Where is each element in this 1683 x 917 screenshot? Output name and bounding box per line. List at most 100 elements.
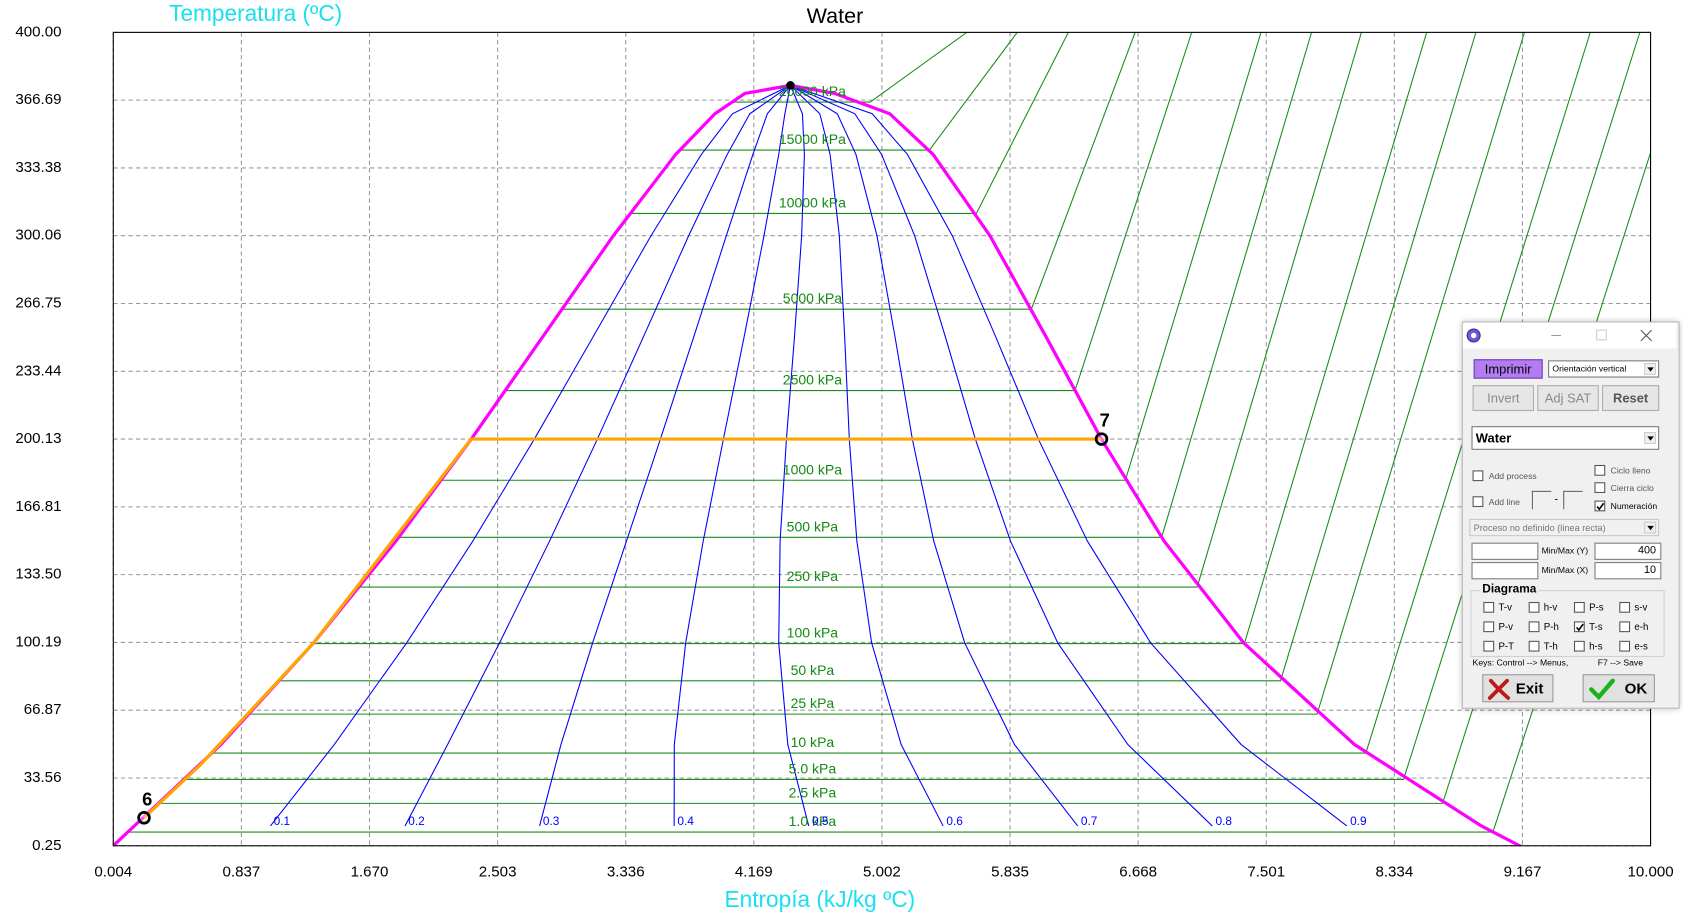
- adj-sat-button[interactable]: Adj SAT: [1537, 385, 1599, 412]
- x-tick-label: 4.169: [735, 864, 773, 881]
- quality-label: 0.7: [1081, 814, 1098, 828]
- diagram-checkbox[interactable]: [1483, 601, 1495, 613]
- x-tick-label: 10.000: [1627, 864, 1673, 881]
- line-from-box[interactable]: [1531, 490, 1552, 510]
- state-point: [1094, 432, 1109, 446]
- x-tick-label: 2.503: [479, 864, 517, 881]
- y-tick-label: 33.56: [24, 769, 62, 786]
- isobar-label: 25 kPa: [791, 695, 835, 711]
- quality-label: 0.8: [1215, 814, 1232, 828]
- exit-label: Exit: [1515, 679, 1544, 697]
- reset-button[interactable]: Reset: [1602, 385, 1660, 412]
- diagram-checkbox[interactable]: [1573, 621, 1585, 633]
- diagram-checkbox[interactable]: [1528, 621, 1540, 633]
- y-tick-label: 133.50: [15, 566, 61, 583]
- isobar: [280, 32, 1477, 682]
- ok-button[interactable]: OK: [1582, 674, 1655, 703]
- min-max-x-label: Min/Max (X): [1541, 565, 1589, 576]
- y-axis-title: Temperatura (ºC): [169, 0, 342, 26]
- process-type-select[interactable]: Proceso no definido (linea recta): [1469, 518, 1660, 537]
- diagram-checkbox[interactable]: [1619, 621, 1631, 633]
- isobar-label: 500 kPa: [787, 518, 839, 534]
- x-tick-label: 7.501: [1247, 864, 1285, 881]
- isobar-label: 2500 kPa: [783, 372, 842, 388]
- isobar: [313, 32, 1428, 645]
- quality-label: 0.3: [543, 814, 560, 828]
- ciclo-lleno-checkbox[interactable]: [1594, 464, 1606, 476]
- numeracion-checkbox[interactable]: [1594, 500, 1606, 512]
- quality-line: [778, 85, 810, 827]
- diagram-label: e-s: [1634, 640, 1648, 652]
- y-tick-label: 166.81: [15, 498, 61, 515]
- dropdown-arrow: [1644, 521, 1656, 534]
- min-box-x[interactable]: [1471, 562, 1539, 580]
- state-point-label: 6: [142, 788, 152, 809]
- cierra-ciclo-checkbox[interactable]: [1594, 482, 1606, 494]
- isobar: [561, 32, 1136, 310]
- min-max-y-label: Min/Max (Y): [1541, 545, 1589, 556]
- substance-select[interactable]: Water: [1471, 426, 1660, 450]
- diagram-checkbox[interactable]: [1619, 640, 1631, 652]
- keys-text: Keys: Control --> Menus,: [1472, 658, 1569, 668]
- diagram-label: T-h: [1543, 640, 1558, 652]
- invert-button[interactable]: Invert: [1472, 385, 1535, 412]
- diagram-checkbox[interactable]: [1619, 601, 1631, 613]
- diagram-checkbox[interactable]: [1528, 601, 1540, 613]
- check-mark: [1576, 623, 1584, 632]
- diagram-title: Diagrama: [1480, 582, 1539, 596]
- orientation-text: Orientación vertical: [1552, 364, 1627, 374]
- add-line-checkbox[interactable]: [1472, 496, 1484, 508]
- print-button[interactable]: Imprimir: [1473, 359, 1543, 379]
- add-process-label: Add process: [1488, 471, 1537, 482]
- y-tick-label: 266.75: [15, 294, 61, 311]
- quality-label: 0.6: [946, 814, 963, 828]
- critical-point: [786, 81, 795, 90]
- y-tick-label: 66.87: [24, 701, 62, 718]
- line-to-box[interactable]: [1563, 490, 1583, 510]
- state-point-label: 7: [1100, 410, 1110, 431]
- min-box-y[interactable]: [1471, 542, 1539, 560]
- isobar-label: 50 kPa: [791, 662, 835, 678]
- diagram-checkbox[interactable]: [1483, 621, 1495, 633]
- max-x-input[interactable]: 10: [1594, 562, 1662, 580]
- save-key-text: F7 --> Save: [1597, 658, 1644, 668]
- plot-area: [113, 32, 1651, 846]
- diagram-checkbox[interactable]: [1573, 640, 1585, 652]
- check-stroke: [1596, 502, 1605, 511]
- quality-line: [790, 84, 944, 827]
- maximize-button[interactable]: [1596, 329, 1607, 341]
- isobar-label: 250 kPa: [787, 568, 839, 584]
- diagram-checkbox[interactable]: [1528, 640, 1540, 652]
- max-y-input[interactable]: 400: [1594, 542, 1662, 560]
- quality-line: [539, 85, 791, 827]
- diagram-label: h-v: [1543, 601, 1558, 613]
- y-tick-label: 300.06: [15, 227, 61, 244]
- x-tick-label: 0.837: [222, 864, 260, 881]
- substance-text: Water: [1475, 430, 1512, 446]
- isobar-label: 20000 kPa: [779, 83, 846, 99]
- x-tick-label: 9.167: [1504, 864, 1542, 881]
- y-tick-label: 100.19: [15, 633, 61, 650]
- quality-line: [790, 84, 1213, 827]
- diagram-label: P-s: [1589, 601, 1604, 613]
- app-icon-center: [1470, 332, 1477, 339]
- add-process-checkbox[interactable]: [1472, 470, 1484, 482]
- diagram-checkbox[interactable]: [1573, 601, 1585, 613]
- exit-button[interactable]: Exit: [1482, 674, 1554, 703]
- orientation-select[interactable]: Orientación vertical: [1548, 360, 1660, 378]
- y-tick-label: 0.25: [32, 837, 61, 854]
- quality-label: 0.5: [812, 814, 829, 828]
- diagram-checkbox[interactable]: [1483, 640, 1495, 652]
- quality-line: [404, 84, 791, 827]
- isobar-label: 1.0 kPa: [789, 813, 837, 829]
- close-button[interactable]: [1640, 329, 1653, 342]
- quality-label: 0.9: [1350, 814, 1367, 828]
- isobar: [679, 32, 1018, 151]
- title-bar: [1462, 322, 1677, 349]
- diagram-group: [1470, 590, 1665, 657]
- diagram-label: h-s: [1589, 640, 1603, 652]
- cierra-ciclo-label: Cierra ciclo: [1610, 483, 1654, 494]
- y-tick-label: 400.00: [15, 23, 61, 40]
